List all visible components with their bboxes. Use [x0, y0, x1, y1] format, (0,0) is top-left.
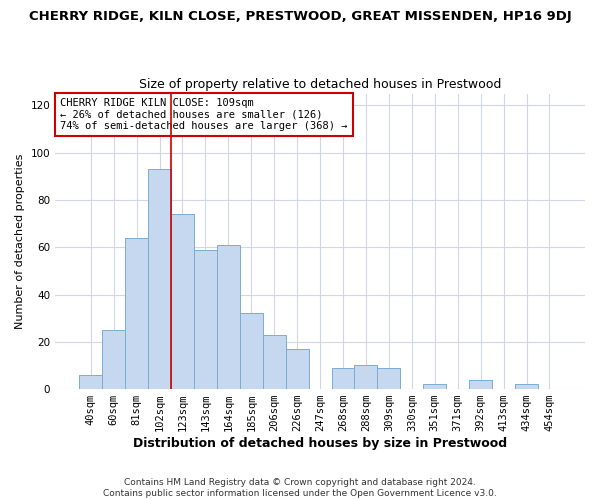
Bar — [148, 169, 171, 389]
Bar — [240, 314, 263, 389]
Text: Contains HM Land Registry data © Crown copyright and database right 2024.
Contai: Contains HM Land Registry data © Crown c… — [103, 478, 497, 498]
Bar — [217, 245, 240, 389]
Bar — [263, 334, 286, 389]
Title: Size of property relative to detached houses in Prestwood: Size of property relative to detached ho… — [139, 78, 501, 91]
Bar — [332, 368, 355, 389]
Bar — [286, 349, 308, 389]
Text: CHERRY RIDGE KILN CLOSE: 109sqm
← 26% of detached houses are smaller (126)
74% o: CHERRY RIDGE KILN CLOSE: 109sqm ← 26% of… — [61, 98, 348, 131]
Bar — [79, 375, 102, 389]
Bar — [355, 366, 377, 389]
X-axis label: Distribution of detached houses by size in Prestwood: Distribution of detached houses by size … — [133, 437, 507, 450]
Bar — [515, 384, 538, 389]
Bar — [125, 238, 148, 389]
Y-axis label: Number of detached properties: Number of detached properties — [15, 154, 25, 329]
Bar — [469, 380, 492, 389]
Bar — [194, 250, 217, 389]
Text: CHERRY RIDGE, KILN CLOSE, PRESTWOOD, GREAT MISSENDEN, HP16 9DJ: CHERRY RIDGE, KILN CLOSE, PRESTWOOD, GRE… — [29, 10, 571, 23]
Bar — [377, 368, 400, 389]
Bar — [423, 384, 446, 389]
Bar — [102, 330, 125, 389]
Bar — [171, 214, 194, 389]
